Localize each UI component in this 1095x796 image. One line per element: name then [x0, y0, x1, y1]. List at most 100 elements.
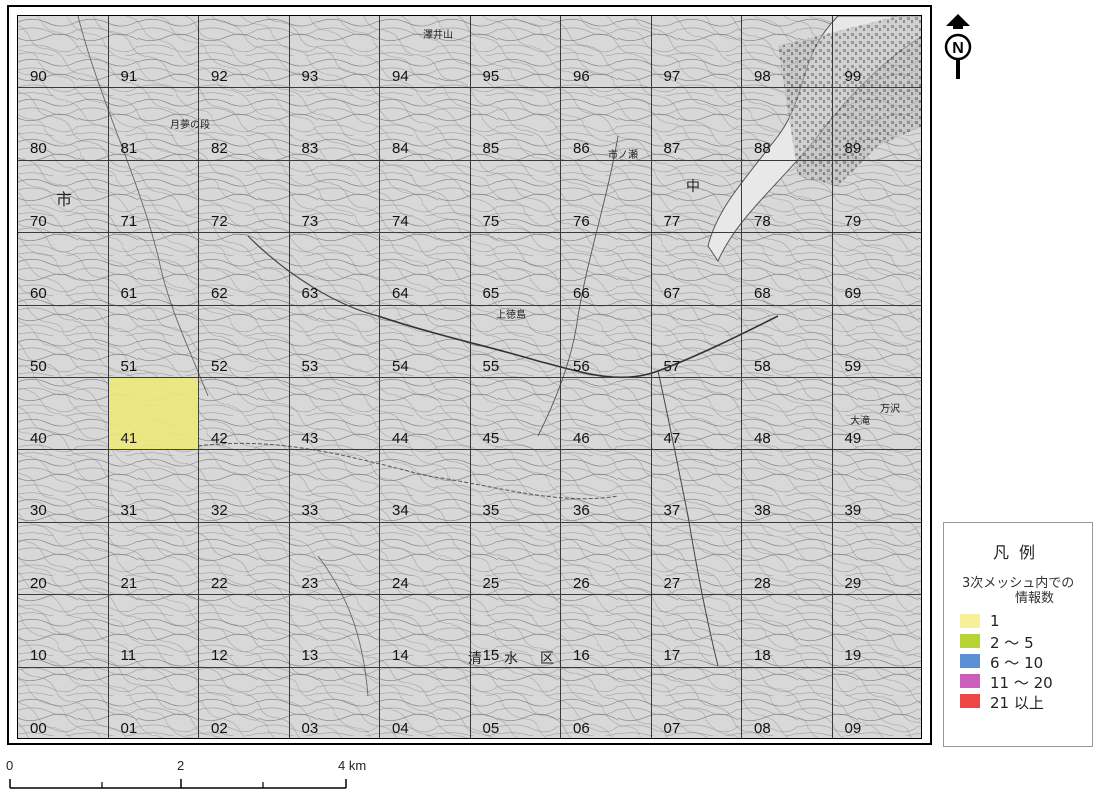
mesh-cell-18[interactable]: 18: [742, 595, 833, 668]
mesh-cell-68[interactable]: 68: [742, 233, 833, 306]
mesh-cell-86[interactable]: 86: [561, 88, 652, 161]
mesh-cell-28[interactable]: 28: [742, 522, 833, 596]
mesh-cell-66[interactable]: 66: [561, 233, 652, 306]
mesh-cell-04[interactable]: 04: [380, 667, 471, 738]
mesh-cell-34[interactable]: 34: [380, 450, 471, 523]
mesh-cell-35[interactable]: 35: [470, 450, 561, 523]
mesh-cell-31[interactable]: 31: [108, 450, 199, 523]
mesh-cell-51[interactable]: 51: [108, 305, 199, 378]
mesh-cell-55[interactable]: 55: [470, 305, 561, 378]
mesh-cell-82[interactable]: 82: [199, 88, 290, 161]
mesh-cell-60[interactable]: 60: [18, 233, 109, 306]
mesh-cell-48[interactable]: 48: [742, 378, 833, 451]
mesh-cell-83[interactable]: 83: [289, 88, 380, 161]
mesh-cell-72[interactable]: 72: [199, 160, 290, 234]
mesh-cell-42[interactable]: 42: [199, 378, 290, 451]
mesh-cell-11[interactable]: 11: [108, 595, 199, 668]
mesh-cell-74[interactable]: 74: [380, 160, 471, 234]
mesh-cell-02[interactable]: 02: [199, 667, 290, 738]
mesh-cell-58[interactable]: 58: [742, 305, 833, 378]
mesh-cell-17[interactable]: 17: [651, 595, 742, 668]
mesh-cell-85[interactable]: 85: [470, 88, 561, 161]
mesh-cell-20[interactable]: 20: [18, 522, 109, 596]
mesh-cell-36[interactable]: 36: [561, 450, 652, 523]
mesh-cell-87[interactable]: 87: [651, 88, 742, 161]
mesh-cell-79[interactable]: 79: [832, 161, 921, 234]
mesh-cell-53[interactable]: 53: [289, 305, 380, 378]
mesh-cell-57[interactable]: 57: [651, 305, 742, 378]
mesh-cell-01[interactable]: 01: [109, 667, 199, 738]
mesh-cell-97[interactable]: 97: [651, 16, 742, 89]
mesh-cell-99[interactable]: 99: [832, 16, 921, 89]
mesh-cell-88[interactable]: 88: [742, 88, 833, 161]
mesh-cell-78[interactable]: 78: [742, 160, 833, 234]
mesh-cell-64[interactable]: 64: [380, 233, 471, 306]
mesh-cell-21[interactable]: 21: [108, 522, 199, 596]
mesh-cell-19[interactable]: 19: [832, 595, 921, 668]
mesh-cell-29[interactable]: 29: [832, 523, 921, 596]
mesh-cell-09[interactable]: 09: [833, 668, 922, 738]
mesh-cell-39[interactable]: 39: [832, 450, 921, 523]
mesh-cell-77[interactable]: 77: [651, 160, 742, 234]
mesh-cell-59[interactable]: 59: [832, 306, 921, 378]
mesh-cell-41[interactable]: 41: [108, 378, 199, 451]
mesh-cell-27[interactable]: 27: [651, 522, 742, 596]
mesh-cell-16[interactable]: 16: [561, 595, 652, 668]
mesh-cell-75[interactable]: 75: [470, 160, 561, 234]
mesh-cell-80[interactable]: 80: [18, 88, 109, 161]
mesh-cell-96[interactable]: 96: [561, 16, 652, 89]
mesh-cell-45[interactable]: 45: [470, 378, 561, 451]
mesh-cell-30[interactable]: 30: [18, 450, 109, 523]
mesh-cell-98[interactable]: 98: [742, 16, 833, 89]
mesh-cell-91[interactable]: 91: [108, 16, 199, 89]
mesh-cell-76[interactable]: 76: [561, 160, 652, 234]
mesh-cell-43[interactable]: 43: [289, 378, 380, 451]
mesh-cell-06[interactable]: 06: [561, 667, 652, 738]
mesh-cell-05[interactable]: 05: [471, 667, 561, 738]
mesh-cell-47[interactable]: 47: [651, 378, 742, 451]
mesh-cell-25[interactable]: 25: [470, 522, 561, 596]
mesh-cell-92[interactable]: 92: [199, 16, 290, 89]
mesh-cell-84[interactable]: 84: [380, 88, 471, 161]
mesh-cell-22[interactable]: 22: [199, 522, 290, 596]
mesh-cell-32[interactable]: 32: [199, 450, 290, 523]
mesh-cell-70[interactable]: 70: [18, 160, 109, 234]
mesh-cell-12[interactable]: 12: [199, 595, 290, 668]
mesh-cell-81[interactable]: 81: [108, 88, 199, 161]
mesh-cell-46[interactable]: 46: [561, 378, 652, 451]
mesh-cell-63[interactable]: 63: [289, 233, 380, 306]
mesh-cell-90[interactable]: 90: [18, 16, 109, 89]
mesh-cell-08[interactable]: 08: [742, 667, 833, 738]
mesh-cell-40[interactable]: 40: [18, 378, 109, 451]
mesh-cell-23[interactable]: 23: [289, 522, 380, 596]
mesh-cell-69[interactable]: 69: [832, 233, 921, 306]
mesh-cell-62[interactable]: 62: [199, 233, 290, 306]
mesh-cell-52[interactable]: 52: [199, 305, 290, 378]
mesh-cell-24[interactable]: 24: [380, 522, 471, 596]
mesh-cell-44[interactable]: 44: [380, 378, 471, 451]
mesh-cell-13[interactable]: 13: [289, 595, 380, 668]
mesh-cell-33[interactable]: 33: [289, 450, 380, 523]
mesh-cell-10[interactable]: 10: [18, 595, 109, 668]
mesh-cell-61[interactable]: 61: [108, 233, 199, 306]
mesh-cell-73[interactable]: 73: [289, 160, 380, 234]
mesh-cell-54[interactable]: 54: [380, 305, 471, 378]
mesh-cell-15[interactable]: 15: [470, 595, 561, 668]
mesh-cell-93[interactable]: 93: [289, 16, 380, 89]
mesh-cell-03[interactable]: 03: [290, 667, 380, 738]
topographic-map[interactable]: 90 91 92 93 94 95 96 97 98 99 80 81 82 83 84 85 86 87 88 89…: [17, 15, 922, 739]
mesh-cell-95[interactable]: 95: [470, 16, 561, 89]
mesh-cell-89[interactable]: 89: [832, 88, 921, 161]
mesh-cell-49[interactable]: 49: [832, 378, 921, 451]
mesh-cell-71[interactable]: 71: [108, 160, 199, 234]
mesh-cell-65[interactable]: 65: [470, 233, 561, 306]
mesh-cell-67[interactable]: 67: [651, 233, 742, 306]
mesh-cell-07[interactable]: 07: [652, 667, 742, 738]
mesh-cell-38[interactable]: 38: [742, 450, 833, 523]
mesh-cell-56[interactable]: 56: [561, 305, 652, 378]
mesh-cell-26[interactable]: 26: [561, 522, 652, 596]
mesh-cell-94[interactable]: 94: [380, 16, 471, 89]
mesh-cell-14[interactable]: 14: [380, 595, 471, 668]
mesh-cell-50[interactable]: 50: [18, 305, 109, 378]
mesh-cell-37[interactable]: 37: [651, 450, 742, 523]
